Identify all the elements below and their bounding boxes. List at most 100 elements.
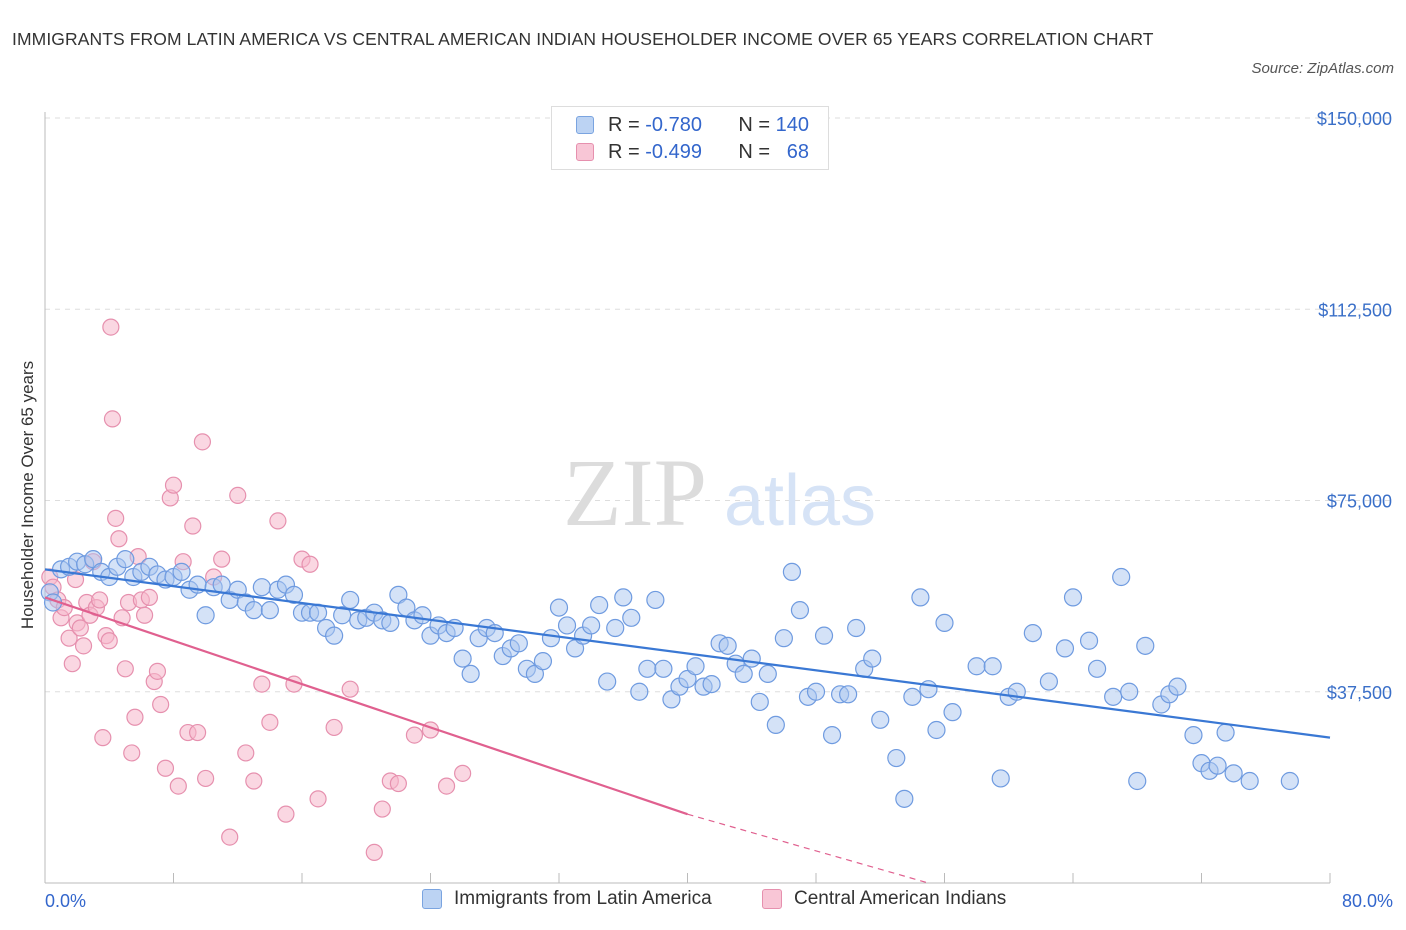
data-point	[60, 629, 78, 647]
data-point	[622, 608, 641, 627]
x-tick-max: 80.0%	[1341, 891, 1393, 911]
data-point	[806, 682, 826, 701]
legend-row-central-american-indians: R = -0.499 N = 68	[576, 139, 809, 165]
data-point	[935, 613, 954, 633]
y-tick-labels: $37,500 $75,000 $112,500 $150,000	[1317, 109, 1392, 703]
data-point	[164, 476, 183, 494]
data-point	[94, 729, 112, 747]
series-immigrants-latin-america	[40, 550, 1299, 808]
data-point	[590, 595, 609, 615]
data-point	[1104, 687, 1123, 706]
data-point	[774, 629, 793, 648]
data-point	[1120, 682, 1139, 701]
legend-n-label: N =	[738, 140, 771, 163]
data-point	[1136, 636, 1155, 655]
data-point	[277, 805, 295, 823]
data-point	[123, 744, 141, 762]
data-point	[1039, 672, 1059, 691]
data-point	[790, 601, 810, 620]
data-point	[156, 759, 175, 777]
data-point	[437, 777, 456, 795]
data-point	[341, 680, 359, 698]
legend-r-value: -0.499	[645, 140, 702, 163]
data-point	[967, 657, 986, 676]
data-point	[1184, 725, 1203, 745]
data-point	[638, 659, 657, 678]
y-tick-label: $112,500	[1318, 300, 1392, 320]
data-point	[74, 637, 93, 655]
data-point	[237, 744, 255, 762]
watermark: ZIP atlas	[563, 439, 876, 546]
data-point	[461, 664, 480, 684]
data-point	[509, 634, 528, 653]
data-point	[169, 777, 187, 795]
data-point	[839, 685, 858, 704]
data-point	[261, 713, 279, 731]
data-point	[614, 588, 633, 607]
data-point	[103, 410, 122, 428]
data-point	[413, 606, 432, 625]
data-point	[702, 674, 721, 694]
data-point	[927, 720, 946, 740]
watermark-zip: ZIP	[563, 439, 707, 546]
data-point	[63, 655, 81, 673]
watermark-atlas: atlas	[724, 461, 876, 541]
legend-n-value: 140	[775, 113, 809, 136]
data-point	[245, 772, 263, 790]
axes	[44, 112, 1331, 884]
data-point	[260, 601, 279, 620]
data-point	[197, 769, 215, 788]
data-point	[943, 703, 962, 722]
data-point	[782, 562, 802, 582]
data-point	[284, 585, 304, 604]
data-point	[822, 725, 842, 745]
data-point	[718, 636, 737, 655]
data-point	[140, 588, 159, 607]
legend-n-label: N =	[738, 113, 771, 136]
data-point	[152, 695, 170, 714]
data-point	[630, 682, 649, 701]
data-point	[766, 715, 785, 735]
series-legend: Immigrants from Latin America Central Am…	[0, 888, 1406, 916]
data-point	[582, 616, 601, 635]
data-point	[405, 726, 424, 744]
data-point	[1112, 567, 1131, 587]
data-point	[598, 672, 617, 691]
data-point	[734, 664, 753, 684]
data-point	[646, 590, 665, 610]
source-label: Source: ZipAtlas.com	[1251, 60, 1394, 77]
data-point	[991, 769, 1010, 788]
data-point	[549, 598, 569, 617]
data-point	[541, 629, 561, 648]
data-point	[381, 613, 400, 633]
series-legend-latin-america: Immigrants from Latin America	[422, 888, 712, 910]
data-point	[341, 590, 360, 610]
data-point	[107, 509, 125, 527]
data-point	[1216, 723, 1235, 742]
data-point	[269, 512, 287, 530]
data-point	[91, 591, 109, 609]
data-point	[1079, 631, 1099, 650]
data-point	[887, 748, 906, 768]
data-point	[533, 652, 553, 671]
trend-line-extension	[687, 813, 929, 884]
data-point	[309, 790, 327, 808]
data-point	[1087, 659, 1107, 678]
data-point	[750, 692, 769, 712]
correlation-legend: R = -0.780 N = 140 R = -0.499 N = 68	[551, 106, 829, 170]
data-point	[1055, 639, 1075, 658]
data-point	[135, 606, 154, 624]
data-point	[116, 660, 134, 678]
data-point	[389, 774, 407, 793]
data-point	[71, 619, 89, 637]
data-point	[253, 675, 271, 693]
y-tick-label: $75,000	[1327, 492, 1392, 512]
data-point	[193, 433, 212, 451]
series-legend-swatch-pink	[762, 889, 782, 909]
data-point	[758, 664, 777, 684]
data-point	[221, 828, 239, 846]
data-point	[983, 657, 1002, 676]
y-tick-label: $150,000	[1317, 109, 1392, 129]
data-point	[110, 530, 128, 548]
